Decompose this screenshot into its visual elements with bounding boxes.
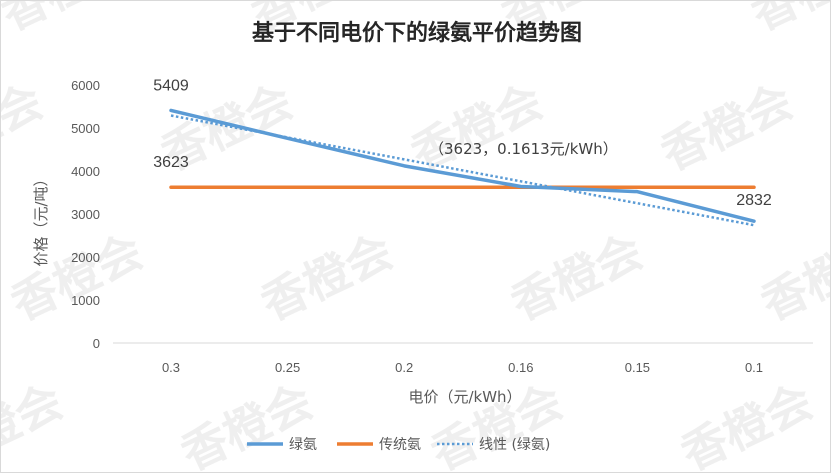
legend-label: 传统氨 [379,437,421,453]
watermark-text: 香橙会 [673,374,821,472]
y-tick-label: 0 [93,336,100,351]
data-label: 2832 [736,192,772,209]
x-tick-label: 0.25 [275,360,300,375]
y-tick-label: 4000 [71,164,100,179]
x-tick-label: 0.3 [162,360,180,375]
legend-label: 线性 (绿氨) [479,437,550,453]
x-axis-title: 电价（元/kWh） [408,388,521,406]
watermark-text: 香橙会 [3,224,151,331]
legend-label: 绿氨 [289,437,317,453]
trendline-series-line [170,114,755,227]
watermark-text: 香橙会 [503,224,651,331]
data-label: 5409 [153,77,189,94]
watermark-text: 香橙会 [653,74,801,181]
data-label: 3623 [153,154,189,171]
x-tick-label: 0.2 [395,360,413,375]
data-labels: 5409 3623 2832 [153,77,772,209]
y-tick-label: 5000 [71,121,100,136]
x-tick-label: 0.15 [625,360,650,375]
legend: 绿氨 传统氨 线性 (绿氨) [247,437,550,453]
watermark-text: 香橙会 [1,374,71,472]
chart-title: 基于不同电价下的绿氨平价趋势图 [252,20,582,46]
watermark-text: 香橙会 [1,74,51,181]
series-line [169,108,756,223]
y-tick-label: 6000 [71,78,100,93]
watermark-text: 香橙会 [403,74,551,181]
watermark-text: 香橙会 [753,224,830,331]
watermark-text: 香橙会 [253,224,401,331]
series-layer [169,108,756,227]
x-tick-label: 0.16 [508,360,533,375]
y-axis-title: 价格（元/吨） [32,171,50,266]
y-tick-label: 2000 [71,250,100,265]
x-axis-ticks: 0.3 0.25 0.2 0.16 0.15 0.1 [162,360,763,375]
y-axis-ticks: 0 1000 2000 3000 4000 5000 6000 [71,78,100,351]
x-tick-label: 0.1 [745,360,763,375]
y-tick-label: 3000 [71,207,100,222]
watermark-text: 香橙会 [1,1,141,41]
intersection-annotation: （3623，0.1613元/kWh） [429,140,618,158]
watermark-text: 香橙会 [173,374,321,472]
y-tick-label: 1000 [71,293,100,308]
watermark-text: 香橙会 [743,1,830,41]
